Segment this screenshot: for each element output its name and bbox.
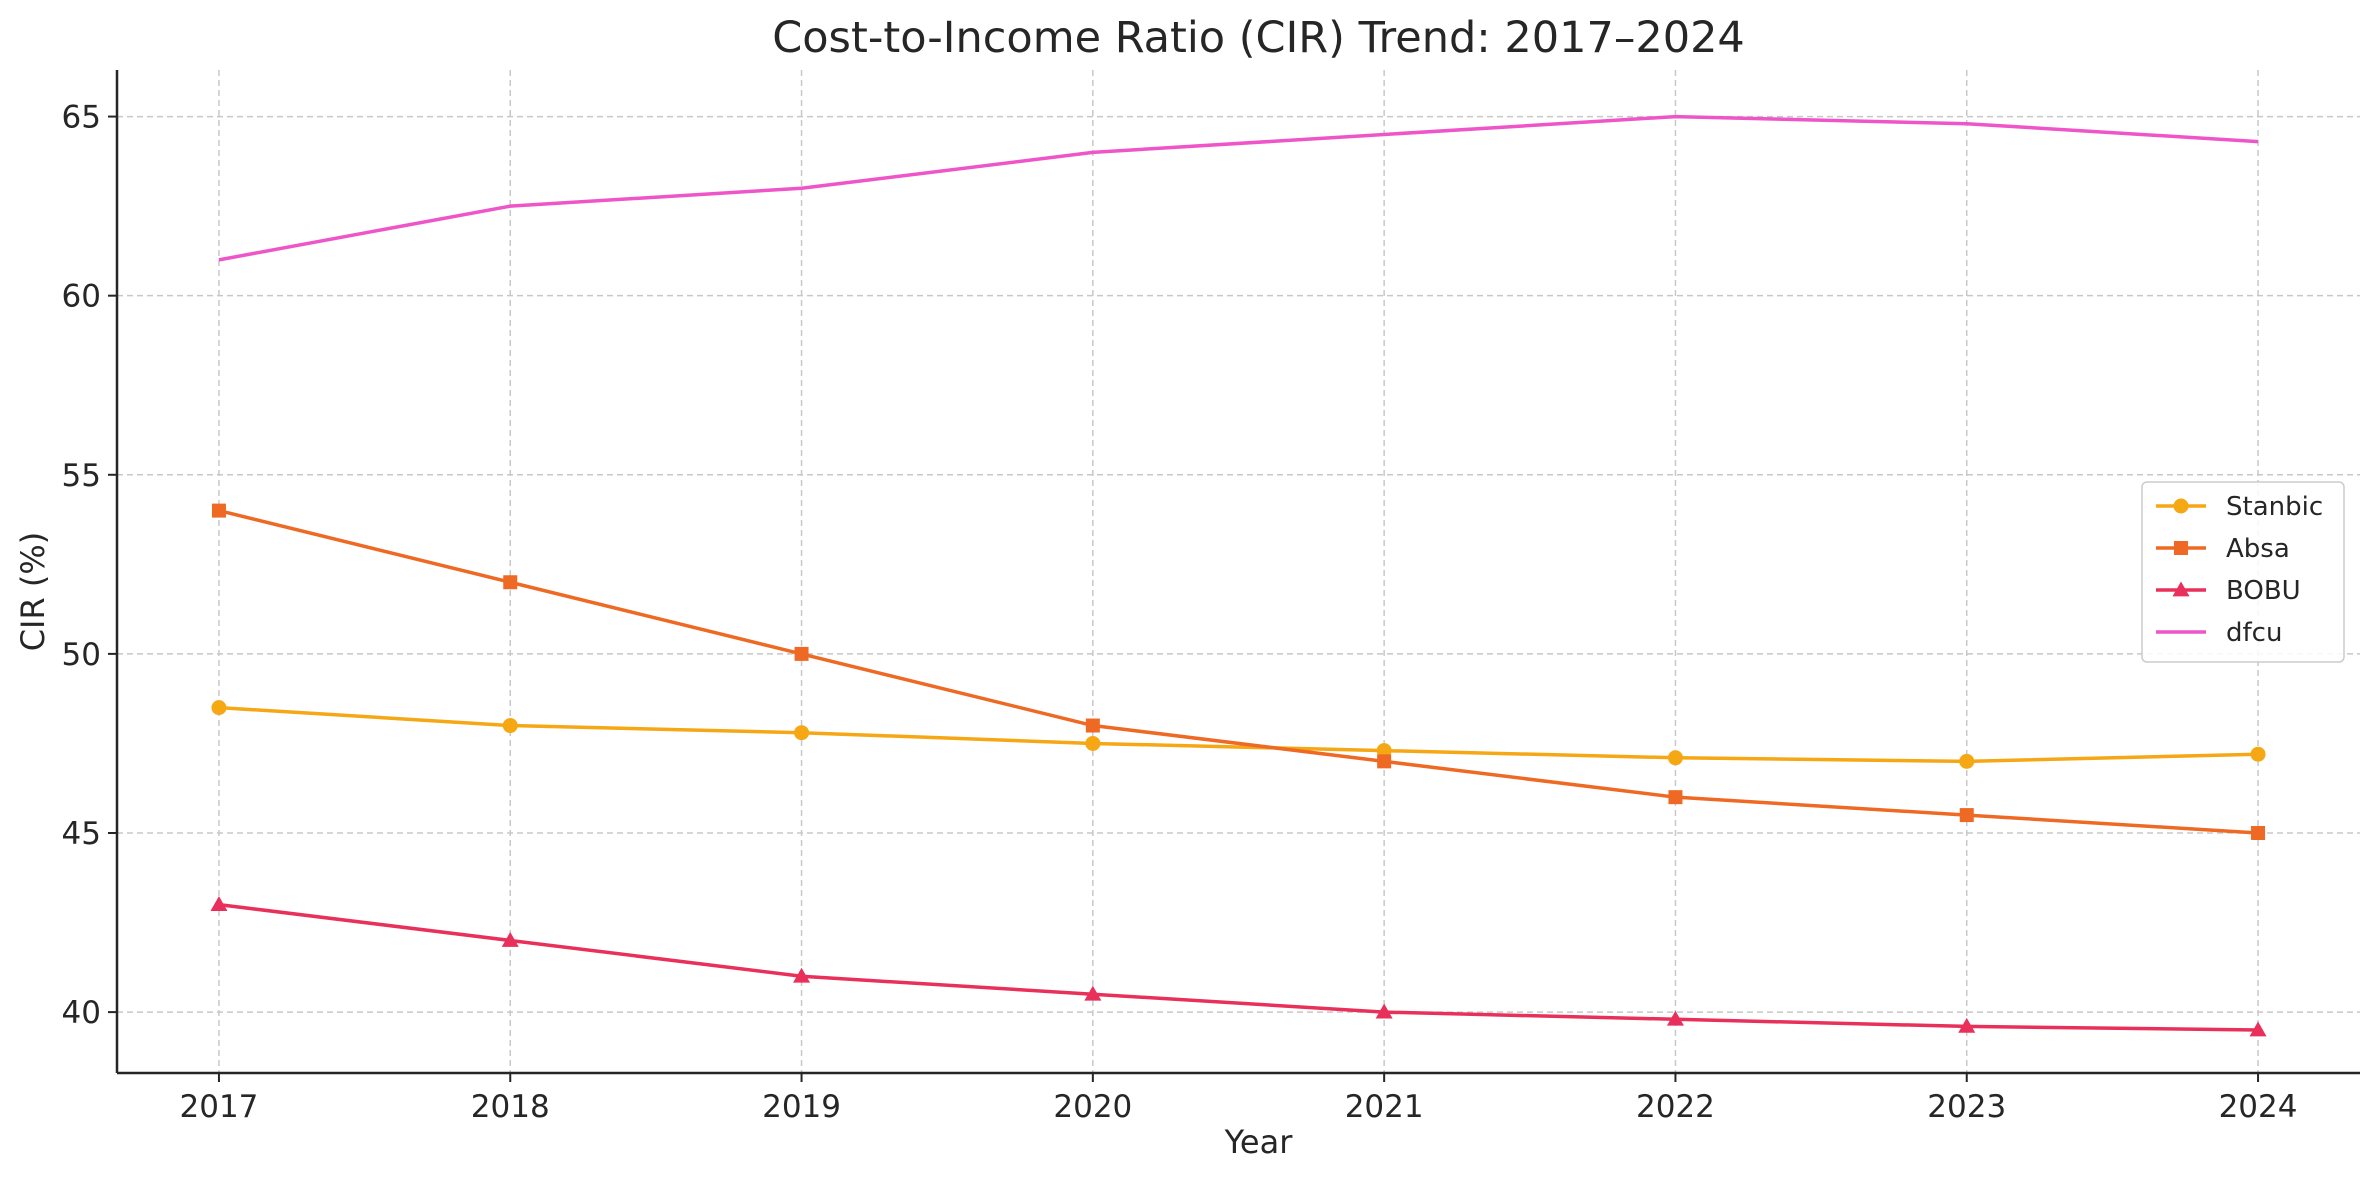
- x-tick-label: 2023: [1927, 1089, 2006, 1125]
- chart-title: Cost-to-Income Ratio (CIR) Trend: 2017–2…: [772, 13, 1745, 63]
- legend-frame: [2141, 481, 2345, 663]
- x-tick-label: 2020: [1053, 1089, 1132, 1125]
- x-tick-label: 2017: [180, 1089, 259, 1125]
- data-point-stanbic: [1667, 750, 1683, 766]
- data-point-absa: [1959, 808, 1974, 823]
- data-point-absa: [1085, 718, 1100, 733]
- legend-marker-stanbic: [2173, 498, 2189, 514]
- data-point-stanbic: [502, 718, 518, 734]
- x-tick-label: 2022: [1636, 1089, 1715, 1125]
- data-point-bobu: [2249, 1021, 2267, 1037]
- data-point-stanbic: [1959, 753, 1975, 769]
- legend-label-stanbic: Stanbic: [2226, 492, 2323, 522]
- data-point-absa: [211, 503, 226, 518]
- data-point-bobu: [793, 967, 811, 983]
- data-point-absa: [794, 646, 809, 661]
- x-tick-label: 2024: [2219, 1089, 2298, 1125]
- data-point-bobu: [1958, 1017, 1976, 1033]
- y-tick-label: 55: [62, 458, 101, 494]
- data-point-bobu: [210, 896, 228, 912]
- data-point-stanbic: [211, 700, 227, 716]
- series-line-absa: [218, 508, 2259, 835]
- series-bobu: [210, 896, 2267, 1037]
- x-axis-label: Year: [1224, 1123, 1294, 1161]
- data-point-absa: [503, 575, 518, 590]
- y-axis-label: CIR (%): [14, 532, 52, 652]
- x-tick-label: 2019: [762, 1089, 841, 1125]
- data-point-bobu: [1084, 985, 1102, 1001]
- legend-label-bobu: BOBU: [2226, 576, 2301, 606]
- data-point-absa: [1668, 790, 1683, 805]
- data-point-bobu: [1375, 1003, 1393, 1019]
- series-line-bobu: [218, 902, 2259, 1032]
- series-line-stanbic: [218, 705, 2259, 764]
- series-absa: [211, 503, 2266, 840]
- data-point-stanbic: [2250, 746, 2266, 762]
- series-stanbic: [211, 700, 2266, 769]
- y-tick-label: 50: [62, 637, 101, 673]
- legend-item-bobu: BOBU: [2156, 576, 2301, 606]
- data-point-stanbic: [1085, 735, 1101, 751]
- legend-label-absa: Absa: [2226, 534, 2290, 564]
- data-point-stanbic: [794, 725, 810, 741]
- legend-marker-absa: [2174, 541, 2188, 555]
- data-point-absa: [2251, 825, 2266, 840]
- x-tick-label: 2021: [1345, 1089, 1424, 1125]
- y-tick-label: 40: [62, 995, 101, 1031]
- grid: [117, 70, 2360, 1073]
- series-line-dfcu: [218, 114, 2259, 262]
- ticks: 2017 2018 2019 2020 2021 2022 2023 2024 40 45 50 55…: [62, 100, 2298, 1125]
- x-tick-label: 2018: [471, 1089, 550, 1125]
- data-point-bobu: [501, 931, 519, 947]
- legend-marker-bobu: [2172, 581, 2190, 597]
- legend-item-absa: Absa: [2156, 534, 2290, 564]
- y-tick-label: 60: [62, 279, 101, 315]
- y-tick-label: 45: [62, 816, 101, 852]
- legend-item-stanbic: Stanbic: [2156, 492, 2323, 522]
- legend-item-dfcu: dfcu: [2156, 618, 2282, 648]
- axes: [115, 70, 2360, 1075]
- series-dfcu: [218, 114, 2259, 262]
- legend: Stanbic Absa BOBU dfcu: [2141, 481, 2345, 663]
- y-tick-label: 65: [62, 100, 101, 136]
- data-point-bobu: [1666, 1010, 1684, 1026]
- series: [210, 114, 2267, 1037]
- legend-label-dfcu: dfcu: [2226, 618, 2282, 648]
- data-point-absa: [1377, 754, 1392, 769]
